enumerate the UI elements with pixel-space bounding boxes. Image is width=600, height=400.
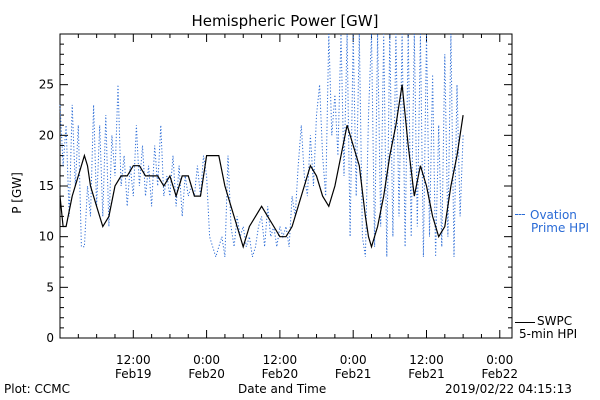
y-axis-label: P [GW] <box>9 172 24 214</box>
y-tick-label: 10 <box>39 230 54 244</box>
legend-swpc-swatch <box>515 322 535 323</box>
x-tick-label-date: Feb20 <box>188 367 225 381</box>
x-tick-label-time: 12:00 <box>263 353 298 367</box>
x-tick-label-time: 0:00 <box>340 353 367 367</box>
legend-ovation-line2: Prime HPI <box>531 221 589 235</box>
x-tick-label-date: Feb20 <box>262 367 299 381</box>
legend-swpc-line2: 5-min HPI <box>519 327 578 341</box>
series-layer <box>59 33 464 259</box>
x-tick-label-date: Feb21 <box>335 367 372 381</box>
y-tick-label: 0 <box>46 331 54 345</box>
legend-ovation-swatch <box>515 214 525 215</box>
legend-ovation-line1: Ovation <box>530 208 577 222</box>
y-tick-label: 20 <box>39 128 54 142</box>
x-tick-label-date: Feb22 <box>482 367 519 381</box>
plot-timestamp: 2019/02/22 04:15:13 <box>445 382 572 396</box>
y-tick-label: 15 <box>39 179 54 193</box>
y-tick-label: 5 <box>46 280 54 294</box>
legend-swpc-line1: SWPC <box>537 314 573 328</box>
plot-credit: Plot: CCMC <box>4 382 70 396</box>
y-axis-ticks: 0 5 10 15 20 25 <box>39 43 512 345</box>
x-tick-label-time: 12:00 <box>409 353 444 367</box>
series-ovation-prime-line <box>59 33 464 259</box>
x-tick-label-date: Feb19 <box>115 367 152 381</box>
series-swpc-line <box>59 84 464 249</box>
x-tick-label-time: 12:00 <box>116 353 151 367</box>
x-tick-label-time: 0:00 <box>193 353 220 367</box>
x-axis-label: Date and Time <box>238 382 327 396</box>
y-tick-label: 25 <box>39 78 54 92</box>
chart-title: Hemispheric Power [GW] <box>191 12 379 30</box>
x-tick-label-time: 0:00 <box>486 353 513 367</box>
x-tick-label-date: Feb21 <box>408 367 445 381</box>
